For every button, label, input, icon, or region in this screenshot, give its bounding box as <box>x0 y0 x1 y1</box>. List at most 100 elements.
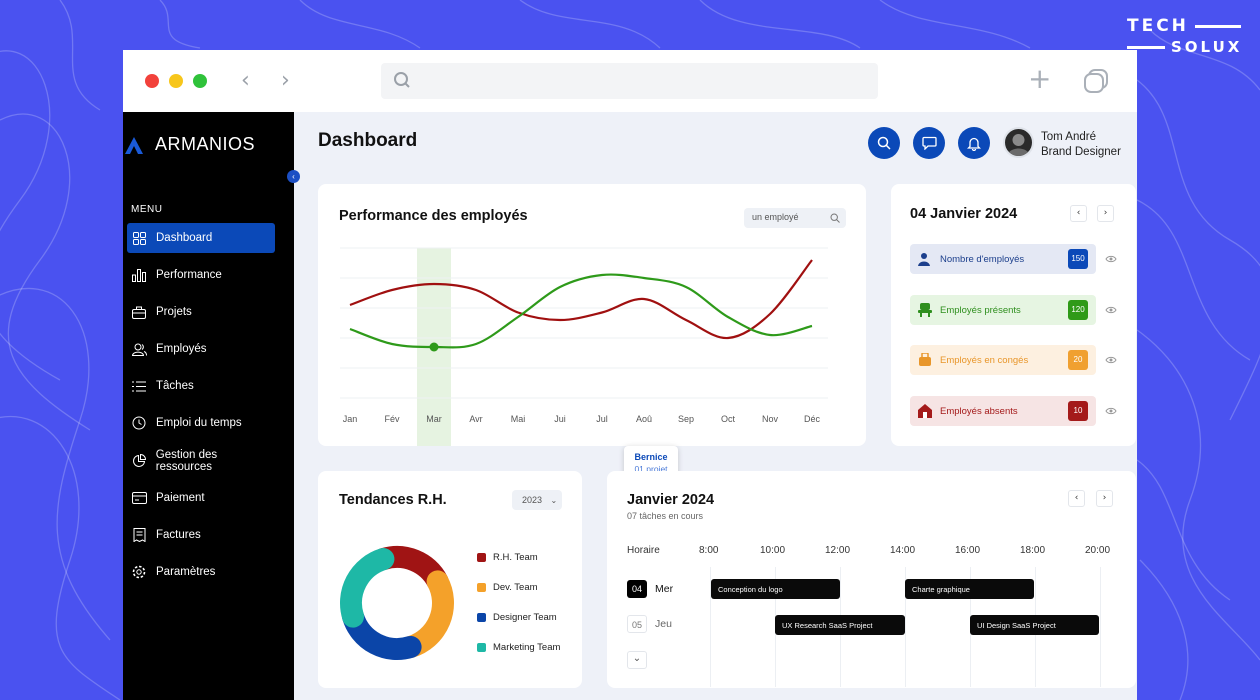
day-number[interactable]: 05 <box>627 615 647 633</box>
eye-icon[interactable] <box>1105 254 1117 264</box>
stat-absent-employees[interactable]: Employés absents 10 <box>910 396 1096 426</box>
menu-label: MENU <box>131 204 163 215</box>
sidebar-collapse-button[interactable]: ‹ <box>287 170 300 183</box>
user-info[interactable]: Tom André Brand Designer <box>1041 130 1121 160</box>
employee-search-input[interactable]: un employé <box>744 208 846 228</box>
avatar[interactable] <box>1003 127 1034 158</box>
minimize-dot-button[interactable] <box>169 74 183 88</box>
hour-label: 14:00 <box>890 545 916 556</box>
invoice-icon <box>131 527 147 543</box>
donut-slice[interactable] <box>340 548 395 628</box>
sidebar-item-employes[interactable]: Employés <box>127 334 275 364</box>
x-tick-label: Jan <box>343 414 358 424</box>
back-arrow-icon[interactable]: ‹ <box>241 68 250 93</box>
clock-icon <box>131 415 147 431</box>
sidebar-item-parametres[interactable]: Paramètres <box>127 557 275 587</box>
x-tick-label: Mai <box>511 414 526 424</box>
sidebar-item-projets[interactable]: Projets <box>127 297 275 327</box>
sidebar-item-label: Gestion des ressources <box>155 449 218 473</box>
sidebar: ARMANIOS MENU Dashboard Performance Proj… <box>123 112 294 700</box>
prev-day-button[interactable]: ‹ <box>1070 205 1087 222</box>
next-month-button[interactable]: › <box>1096 490 1113 507</box>
highlight-point[interactable] <box>429 342 439 352</box>
stat-label: Employés en congés <box>940 354 1029 366</box>
briefcase-icon <box>131 304 147 320</box>
prev-month-button[interactable]: ‹ <box>1068 490 1085 507</box>
task-bar[interactable]: Conception du logo <box>711 579 840 599</box>
users-icon <box>918 253 930 266</box>
stat-leave-employees[interactable]: Employés en congés 20 <box>910 345 1096 375</box>
eye-icon[interactable] <box>1105 406 1117 416</box>
pie-icon <box>131 453 147 469</box>
chat-icon <box>921 136 937 150</box>
techsolux-logo: TECH SOLUX <box>1127 16 1243 56</box>
performance-chart: Jan Fév Mar Avr Mai Jui Jul Aoû Sep Oct Nov Déc <box>340 247 828 446</box>
luggage-icon <box>919 353 931 366</box>
sidebar-item-emploi-du-temps[interactable]: Emploi du temps <box>127 408 275 438</box>
messages-button[interactable] <box>913 127 945 159</box>
card-icon <box>131 490 147 506</box>
hour-label: 10:00 <box>760 545 786 556</box>
page-title: Dashboard <box>318 130 418 151</box>
eye-icon[interactable] <box>1105 305 1117 315</box>
task-bar[interactable]: UI Design SaaS Project <box>970 615 1099 635</box>
user-name: Tom André <box>1041 131 1096 143</box>
chevron-down-icon: ⌄ <box>550 496 558 505</box>
tabs-icon[interactable] <box>1083 68 1109 94</box>
legend-dev-team: Dev. Team <box>477 582 538 593</box>
year-select[interactable]: 2023 ⌄ <box>512 490 562 510</box>
search-icon <box>394 72 410 88</box>
sidebar-item-label: Tâches <box>156 380 194 392</box>
header-search-button[interactable] <box>868 127 900 159</box>
address-bar[interactable] <box>381 63 878 99</box>
x-tick-label: Avr <box>469 414 482 424</box>
users-icon <box>131 341 147 357</box>
stat-present-employees[interactable]: Employés présents 120 <box>910 295 1096 325</box>
tooltip-name: Bernice <box>634 452 668 462</box>
sidebar-item-performance[interactable]: Performance <box>127 260 275 290</box>
schedule-card: Janvier 2024 07 tâches en cours ‹ › Hora… <box>607 471 1136 688</box>
user-role: Brand Designer <box>1041 146 1121 158</box>
notifications-button[interactable] <box>958 127 990 159</box>
schedule-title: Janvier 2024 <box>627 492 715 508</box>
x-tick-label: Jui <box>554 414 566 424</box>
x-tick-label: Mar <box>426 414 442 424</box>
x-tick-label: Aoû <box>636 414 652 424</box>
list-icon <box>131 378 147 394</box>
eye-icon[interactable] <box>1105 355 1117 365</box>
expand-days-button[interactable]: ⌄ <box>627 651 647 669</box>
day-name: Mer <box>655 583 674 595</box>
x-tick-label: Déc <box>804 414 821 424</box>
grid-icon <box>131 230 147 246</box>
sidebar-item-label: Dashboard <box>156 232 213 244</box>
new-tab-icon[interactable]: + <box>1028 62 1052 95</box>
sidebar-item-factures[interactable]: Factures <box>127 520 275 550</box>
legend-designer-team: Designer Team <box>477 612 557 623</box>
day-name: Jeu <box>655 618 672 630</box>
stat-total-employees[interactable]: Nombre d'employés 150 <box>910 244 1096 274</box>
x-tick-label: Oct <box>721 414 736 424</box>
next-day-button[interactable]: › <box>1097 205 1114 222</box>
day-number-selected[interactable]: 04 <box>627 580 647 598</box>
sidebar-item-label: Paramètres <box>156 566 216 578</box>
sidebar-item-gestion-ressources[interactable]: Gestion des ressources <box>127 446 275 476</box>
hr-donut-chart <box>340 546 454 660</box>
hour-label: 20:00 <box>1085 545 1111 556</box>
sidebar-item-paiement[interactable]: Paiement <box>127 483 275 513</box>
maximize-dot-button[interactable] <box>193 74 207 88</box>
bell-icon <box>967 137 981 151</box>
sidebar-item-taches[interactable]: Tâches <box>127 371 275 401</box>
performance-card: Performance des employés un employé Jan F… <box>318 184 866 481</box>
task-bar[interactable]: Charte graphique <box>905 579 1034 599</box>
close-dot-button[interactable] <box>145 74 159 88</box>
series-line-0 <box>349 259 813 340</box>
task-bar[interactable]: UX Research SaaS Project <box>775 615 905 635</box>
x-tick-label: Sep <box>678 414 694 424</box>
sidebar-item-label: Employés <box>156 343 207 355</box>
sidebar-item-dashboard[interactable]: Dashboard <box>127 223 275 253</box>
armanios-logo[interactable]: ARMANIOS <box>123 134 255 155</box>
schedule-subtitle: 07 tâches en cours <box>627 511 704 521</box>
forward-arrow-icon[interactable]: › <box>281 68 290 93</box>
stat-label: Employés absents <box>940 405 1018 417</box>
